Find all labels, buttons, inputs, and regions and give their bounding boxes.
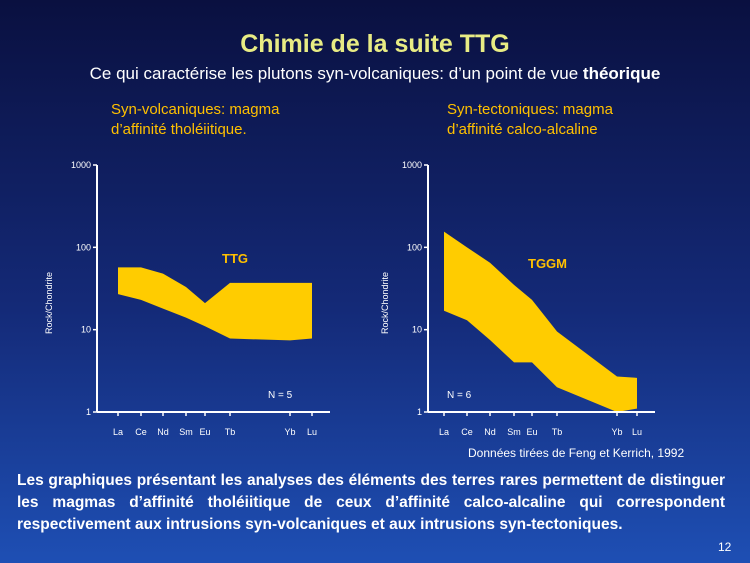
- page-subtitle: Ce qui caractérise les plutons syn-volca…: [0, 64, 750, 84]
- right-x-tick-label: Sm: [507, 427, 521, 437]
- page-title: Chimie de la suite TTG: [240, 30, 510, 58]
- source-note: Données tirées de Feng et Kerrich, 1992: [468, 446, 685, 460]
- right-x-tick-label: Lu: [632, 427, 642, 437]
- left-y-tick-label: 1000: [71, 160, 91, 170]
- right-y-tick-label: 100: [407, 242, 422, 252]
- left-x-tick-label: Sm: [179, 427, 193, 437]
- right-caption-line2: d’affinité calco-alcaline: [447, 121, 598, 138]
- right-x-tick-label: Tb: [552, 427, 563, 437]
- right-x-tick-label: Eu: [526, 427, 537, 437]
- right-y-tick-label: 1000: [402, 160, 422, 170]
- left-caption-line2: d’affinité tholéiitique.: [111, 121, 247, 138]
- right-y-tick-label: 10: [412, 325, 422, 335]
- left-x-tick-label: Lu: [307, 427, 317, 437]
- left-caption-line1: Syn-volcaniques: magma: [111, 101, 280, 118]
- left-y-axis-label: Rock/Chondrite: [44, 272, 54, 334]
- right-y-tick-label: 1: [417, 407, 422, 417]
- right-n-label: N = 6: [447, 390, 472, 401]
- right-ree-band: [444, 231, 637, 412]
- left-x-tick-label: La: [113, 427, 123, 437]
- right-chart-caption: Syn-tectoniques: magma d’affinité calco-…: [447, 100, 613, 140]
- left-ree-band: [118, 267, 312, 341]
- right-x-tick-label: Nd: [484, 427, 496, 437]
- right-x-tick-label: Yb: [611, 427, 622, 437]
- left-y-tick-label: 100: [76, 242, 91, 252]
- subtitle-bold: théorique: [582, 64, 661, 83]
- right-band-label: TGGM: [528, 256, 567, 271]
- left-y-tick-label: 10: [81, 325, 91, 335]
- left-n-label: N = 5: [268, 390, 293, 401]
- left-chart-caption: Syn-volcaniques: magma d’affinité tholéi…: [111, 100, 279, 140]
- right-caption-line1: Syn-tectoniques: magma: [447, 101, 613, 118]
- body-text: Les graphiques présentant les analyses d…: [17, 472, 725, 533]
- right-x-tick-label: La: [439, 427, 449, 437]
- left-band-label: TTG: [222, 251, 248, 266]
- left-x-tick-label: Tb: [225, 427, 236, 437]
- left-x-tick-label: Ce: [135, 427, 147, 437]
- subtitle-text: Ce qui caractérise les plutons syn-volca…: [89, 64, 583, 83]
- left-x-tick-label: Nd: [157, 427, 169, 437]
- right-y-axis-label: Rock/Chondrite: [380, 272, 390, 334]
- page-number: 12: [718, 540, 732, 554]
- right-x-tick-label: Ce: [461, 427, 473, 437]
- left-x-tick-label: Eu: [199, 427, 210, 437]
- left-x-tick-label: Yb: [284, 427, 295, 437]
- left-y-tick-label: 1: [86, 407, 91, 417]
